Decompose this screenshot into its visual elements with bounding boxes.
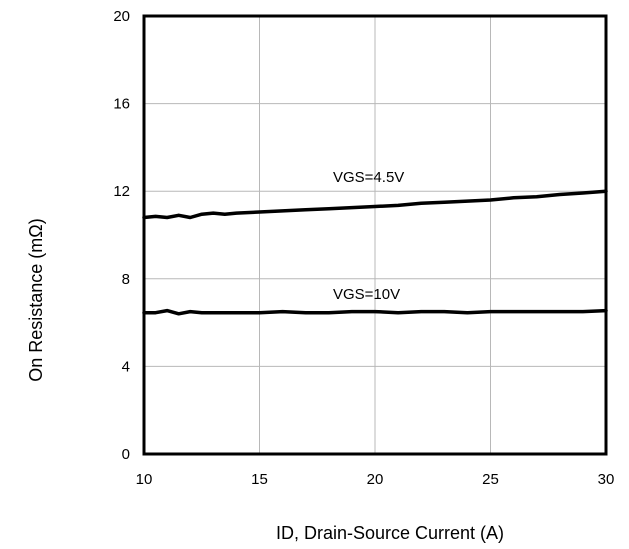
series-lines	[142, 189, 608, 316]
annotation-vgs-4-5v: VGS=4.5V	[333, 169, 404, 186]
annotation-vgs-10v: VGS=10V	[333, 286, 400, 303]
series-line-vgs-10v	[142, 308, 608, 316]
y-tick-label: 8	[122, 271, 130, 288]
y-tick-label: 4	[122, 358, 130, 375]
y-tick-label: 0	[122, 446, 130, 463]
grid-lines	[143, 15, 607, 455]
series-line-vgs-4-5v	[142, 189, 608, 220]
x-tick-label: 20	[367, 471, 384, 488]
x-axis-title: ID, Drain-Source Current (A)	[276, 523, 504, 543]
x-tick-label: 10	[136, 471, 153, 488]
x-tick-label: 30	[598, 471, 615, 488]
x-tick-label: 15	[251, 471, 268, 488]
y-axis-title: On Resistance (mΩ)	[26, 218, 46, 382]
y-tick-label: 16	[113, 96, 130, 113]
x-tick-label: 25	[482, 471, 499, 488]
y-tick-label: 12	[113, 183, 130, 200]
plot-frame	[142, 14, 608, 456]
x-tick-labels: 10 15 20 25 30	[136, 471, 615, 488]
y-tick-label: 20	[113, 8, 130, 25]
y-tick-labels: 0 4 8 12 16 20	[113, 8, 130, 463]
